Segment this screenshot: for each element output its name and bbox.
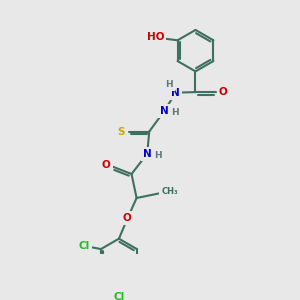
Text: O: O	[122, 213, 131, 223]
Text: H: H	[154, 151, 162, 160]
Text: S: S	[118, 127, 125, 136]
Text: N: N	[143, 149, 152, 159]
Text: Cl: Cl	[113, 292, 124, 300]
Text: N: N	[171, 88, 180, 98]
Text: Cl: Cl	[79, 241, 90, 251]
Text: O: O	[102, 160, 111, 170]
Text: H: H	[171, 108, 179, 117]
Text: CH₃: CH₃	[161, 188, 178, 196]
Text: N: N	[160, 106, 169, 116]
Text: H: H	[165, 80, 172, 89]
Text: O: O	[219, 87, 228, 97]
Text: HO: HO	[147, 32, 164, 42]
